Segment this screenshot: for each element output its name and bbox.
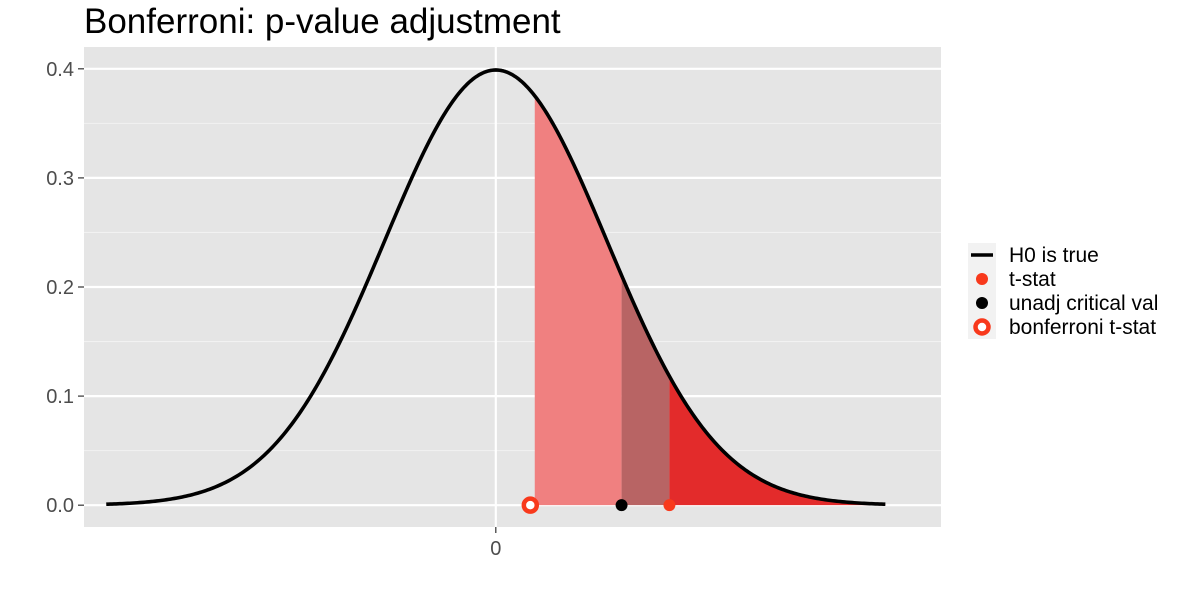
- y-tick-label: 0.3: [46, 168, 74, 190]
- legend-label: unadj critical val: [1009, 292, 1158, 315]
- y-tick-label: 0.0: [46, 495, 74, 517]
- legend-label: t-stat: [1009, 268, 1056, 291]
- x-tick-label: 0: [490, 538, 501, 560]
- y-tick-label: 0.4: [46, 59, 74, 81]
- legend-dot: [976, 297, 988, 309]
- chart-title: Bonferroni: p-value adjustment: [84, 2, 561, 41]
- shaded-region: [621, 275, 670, 506]
- y-tick-label: 0.1: [46, 386, 74, 408]
- legend-label: bonferroni t-stat: [1009, 316, 1156, 339]
- point-dot: [615, 499, 628, 512]
- point-dot: [663, 499, 676, 512]
- y-tick-label: 0.2: [46, 277, 74, 299]
- shaded-region: [669, 376, 886, 506]
- legend-label: H0 is true: [1009, 244, 1099, 267]
- shaded-region: [534, 95, 622, 506]
- density-curve: [106, 68, 886, 507]
- point-ring: [521, 496, 540, 514]
- legend-ring: [973, 318, 991, 336]
- legend-dot: [976, 273, 988, 285]
